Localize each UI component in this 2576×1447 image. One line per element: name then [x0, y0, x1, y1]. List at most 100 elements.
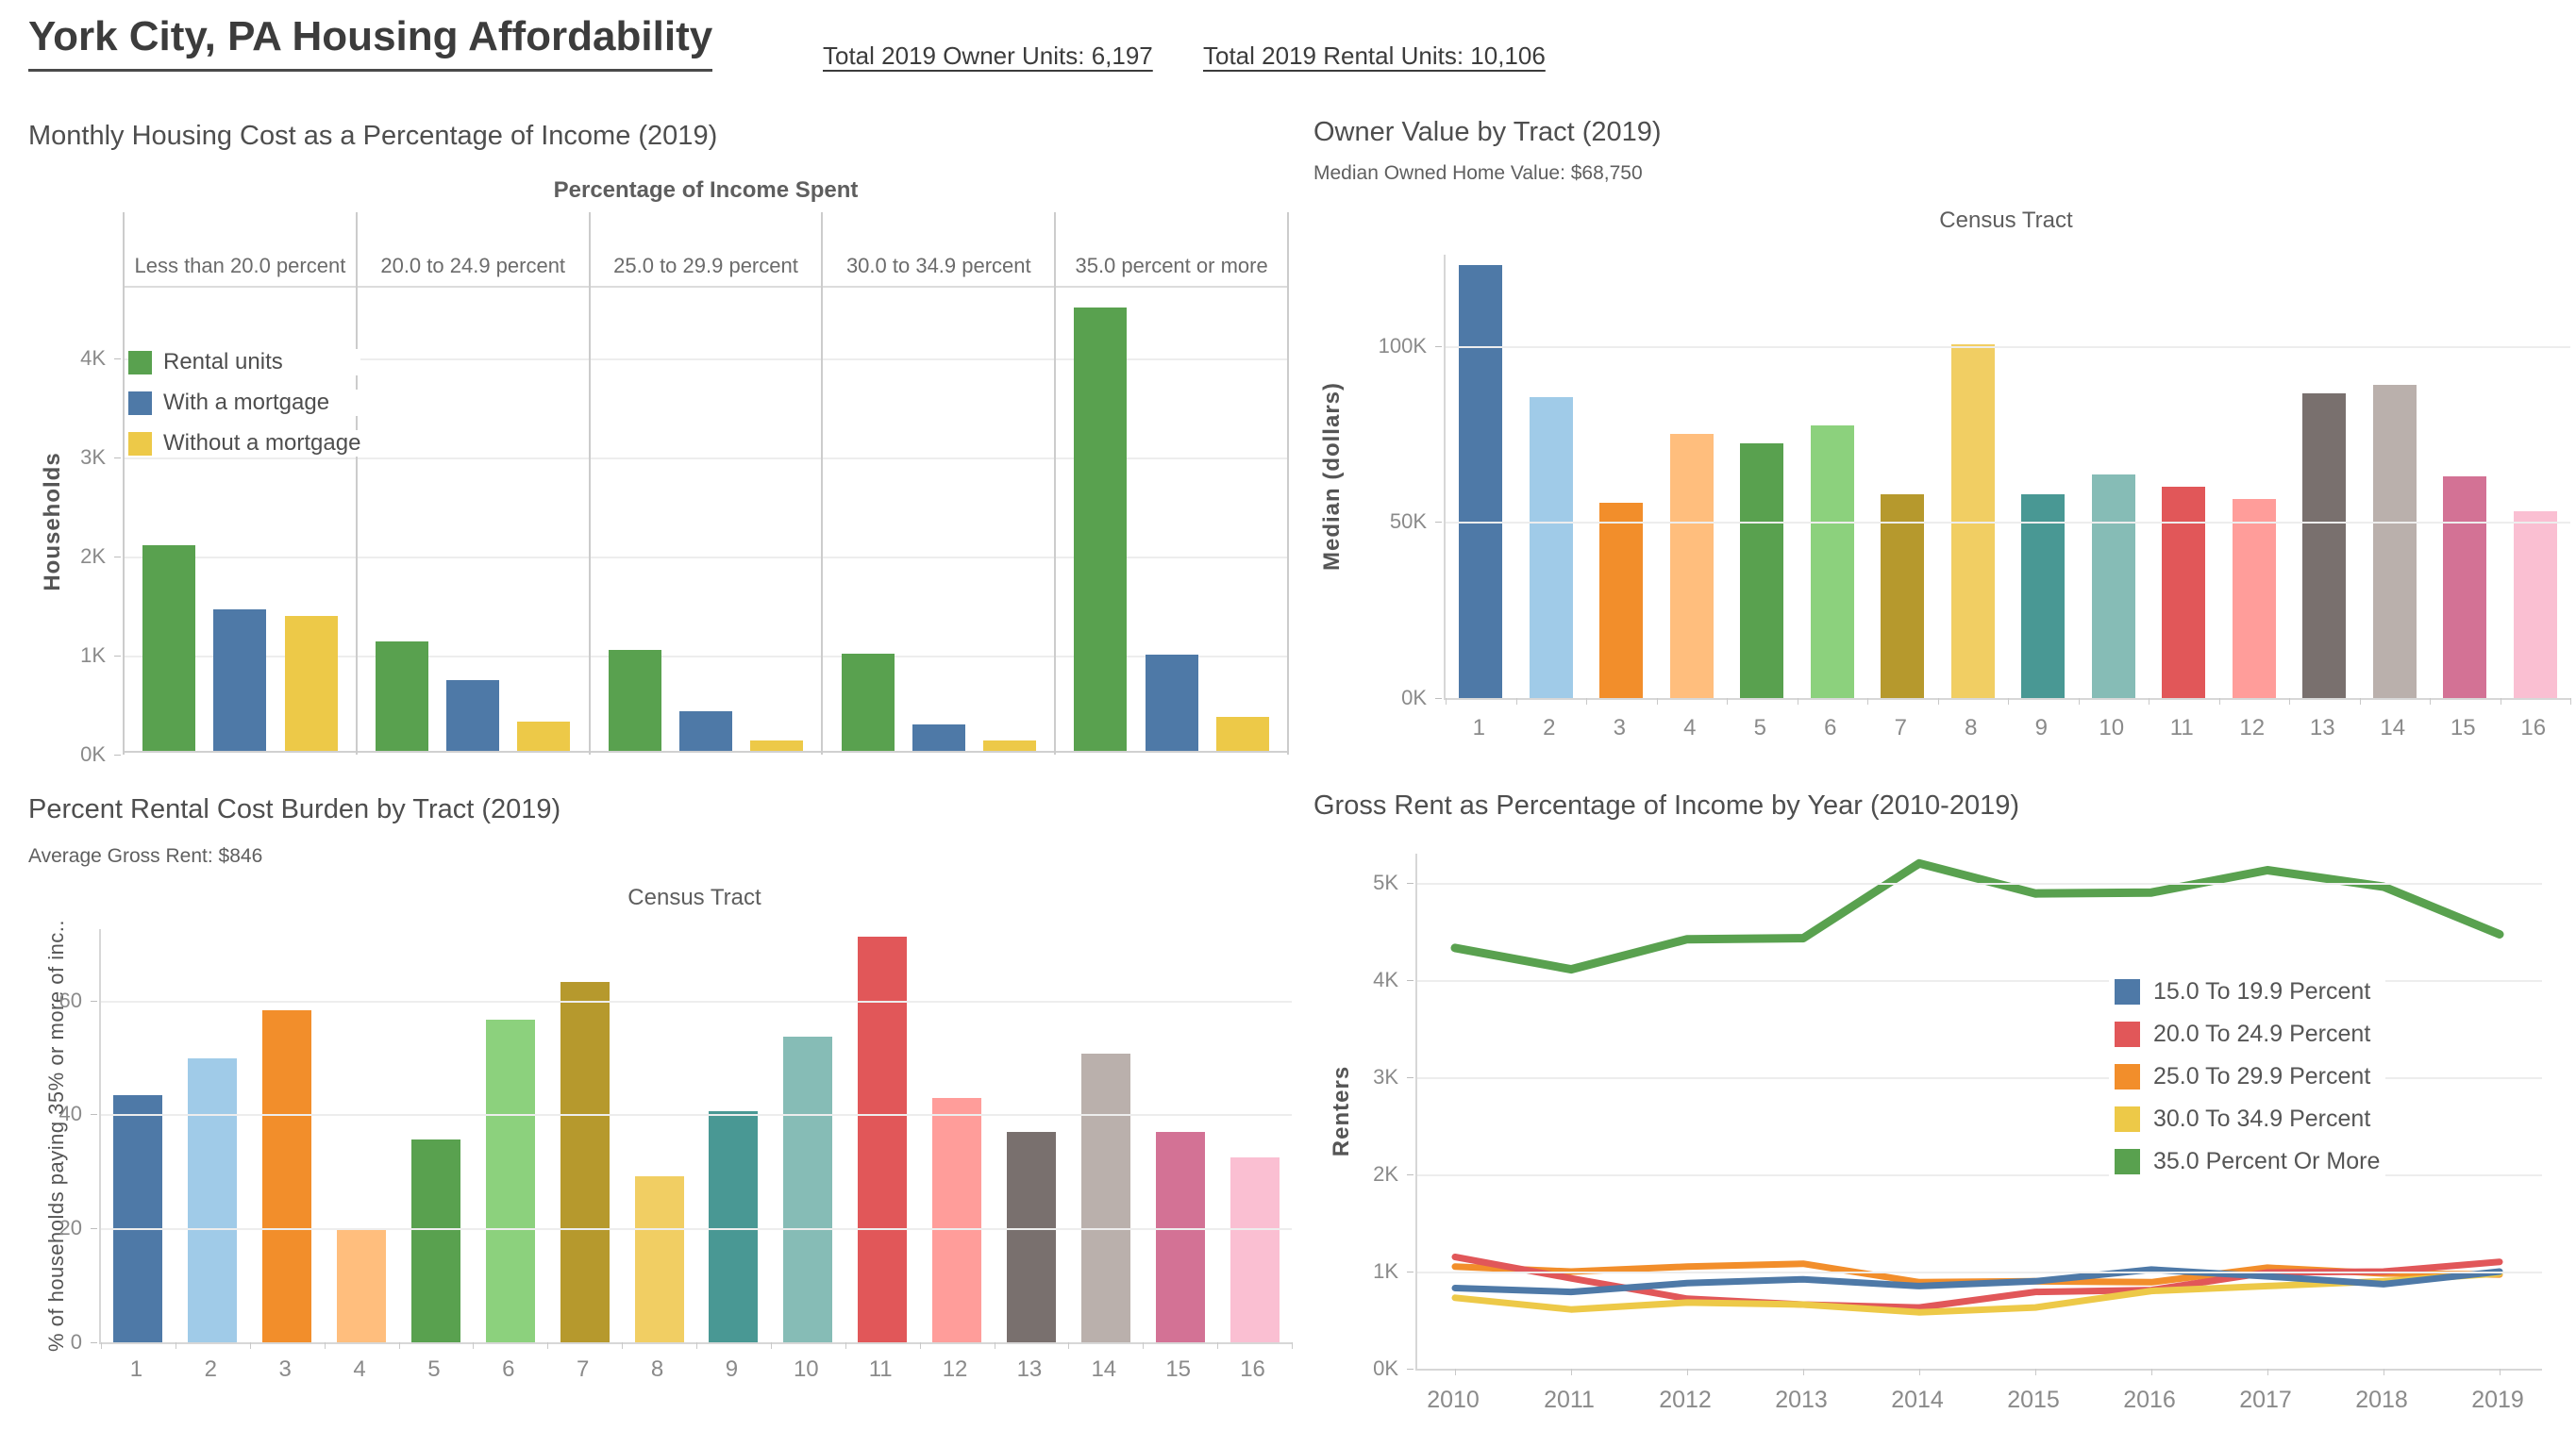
gridline: [123, 656, 1289, 658]
bar-rental-units[interactable]: [375, 640, 428, 751]
tract-bar-14[interactable]: [1080, 1053, 1130, 1342]
x-tick-label: 2: [1543, 715, 1556, 740]
x-tick-label: 9: [2034, 715, 2048, 740]
tract-bar-10[interactable]: [783, 1037, 833, 1342]
x-tick-mark: [1867, 698, 1868, 705]
bars: [1446, 255, 2570, 698]
x-tick-mark: [1446, 698, 1447, 705]
pane-body: [823, 288, 1055, 753]
tract-bar-10[interactable]: [2091, 474, 2135, 698]
bar-without-a-mortgage[interactable]: [517, 721, 571, 751]
bar-slot: [1798, 255, 1868, 698]
x-tick-label: 7: [1894, 715, 1907, 740]
bar-with-a-mortgage[interactable]: [1145, 655, 1198, 751]
line-15-0-to-19-9-percent[interactable]: [1451, 1266, 2503, 1296]
bar-without-a-mortgage[interactable]: [284, 616, 338, 751]
legend-item-30-34[interactable]: 30.0 To 34.9 Percent: [2115, 1106, 2381, 1133]
legend-item-15-19[interactable]: 15.0 To 19.9 Percent: [2115, 978, 2381, 1006]
chart-title: Gross Rent as Percentage of Income by Ye…: [1313, 790, 2019, 821]
bar-slot: [1217, 929, 1292, 1342]
tract-bar-7[interactable]: [560, 981, 610, 1342]
legend-item-rental-units[interactable]: Rental units: [128, 349, 361, 375]
legend-item-without-mortgage[interactable]: Without a mortgage: [128, 430, 361, 457]
bar-with-a-mortgage[interactable]: [912, 724, 965, 751]
tract-bar-13[interactable]: [2302, 393, 2347, 698]
tract-bar-13[interactable]: [1006, 1131, 1056, 1342]
bar-slot: [1516, 255, 1587, 698]
pct-20-24-swatch: [2115, 1022, 2140, 1047]
bar-without-a-mortgage[interactable]: [750, 740, 804, 751]
tract-bar-9[interactable]: [709, 1111, 759, 1342]
bar-without-a-mortgage[interactable]: [1215, 717, 1269, 751]
tract-bar-1[interactable]: [113, 1094, 163, 1342]
tract-bar-6[interactable]: [485, 1019, 535, 1342]
tract-bar-15[interactable]: [1155, 1132, 1205, 1342]
pane-body: [357, 288, 589, 753]
x-tick-label: 16: [2520, 715, 2547, 740]
tract-bar-4[interactable]: [1669, 434, 1714, 698]
bar-slot: [547, 929, 622, 1342]
tract-bar-1[interactable]: [1459, 265, 1503, 698]
tract-bar-3[interactable]: [1599, 503, 1644, 698]
pane-body: [125, 288, 356, 753]
legend-item-25-29[interactable]: 25.0 To 29.9 Percent: [2115, 1063, 2381, 1090]
x-tick-mark: [1803, 1369, 1804, 1375]
bar-rental-units[interactable]: [1074, 308, 1128, 751]
tract-bar-12[interactable]: [2232, 499, 2276, 698]
bar-with-a-mortgage[interactable]: [213, 609, 267, 751]
tract-bar-7[interactable]: [1881, 493, 1925, 698]
x-tick-label: 9: [725, 1356, 739, 1382]
income-pane: 20.0 to 24.9 percent: [355, 212, 589, 755]
chart-gross-rent-by-year: Gross Rent as Percentage of Income by Ye…: [1312, 783, 2576, 1447]
tract-bar-8[interactable]: [634, 1175, 684, 1342]
bar-slot: [1727, 255, 1798, 698]
legend-item-with-mortgage[interactable]: With a mortgage: [128, 390, 361, 416]
bar-rental-units[interactable]: [142, 544, 196, 751]
legend-label: Without a mortgage: [163, 430, 361, 456]
tract-bar-5[interactable]: [410, 1139, 460, 1342]
tract-bar-9[interactable]: [2021, 493, 2066, 698]
bar-with-a-mortgage[interactable]: [678, 711, 732, 751]
gridline: [101, 1000, 1292, 1003]
y-tick-mark: [1407, 1369, 1413, 1370]
tract-bar-5[interactable]: [1740, 442, 1784, 698]
y-tick-label: 1K: [80, 643, 106, 668]
bar-without-a-mortgage[interactable]: [982, 740, 1036, 751]
x-tick-label: 6: [502, 1356, 515, 1382]
x-tick-mark: [622, 1342, 624, 1349]
x-tick-mark: [249, 1342, 251, 1349]
tract-bar-4[interactable]: [337, 1228, 387, 1342]
chart-subtitle: Median Owned Home Value: $68,750: [1313, 162, 1643, 184]
x-tick-label: 11: [2169, 715, 2194, 740]
tract-bar-2[interactable]: [1529, 397, 1573, 698]
tract-bar-16[interactable]: [1229, 1156, 1280, 1342]
tract-bar-15[interactable]: [2443, 476, 2487, 698]
bar-slot: [1446, 255, 1516, 698]
line-35-0-percent-or-more[interactable]: [1450, 858, 2504, 974]
tract-bar-3[interactable]: [262, 1010, 312, 1342]
tract-bar-6[interactable]: [1810, 424, 1854, 698]
y-tick-mark: [1435, 522, 1442, 524]
tract-bar-16[interactable]: [2513, 511, 2557, 698]
line-30-0-to-34-9-percent[interactable]: [1451, 1270, 2503, 1316]
pane-body: [1056, 288, 1287, 753]
x-tick-mark: [1919, 1369, 1920, 1375]
bar-with-a-mortgage[interactable]: [446, 679, 500, 751]
tract-bar-11[interactable]: [2162, 487, 2206, 698]
chart-title: Owner Value by Tract (2019): [1313, 117, 1662, 147]
legend-item-35-more[interactable]: 35.0 Percent Or More: [2115, 1148, 2381, 1175]
tract-bar-11[interactable]: [858, 936, 908, 1342]
x-tick-label: 14: [2380, 715, 2406, 740]
bar-rental-units[interactable]: [841, 654, 895, 751]
without-mortgage-swatch: [128, 431, 152, 456]
y-axis-ticks: 0 20 40 60: [28, 929, 97, 1354]
category-header: 35.0 percent or more: [1056, 212, 1287, 288]
tract-bar-12[interactable]: [932, 1098, 982, 1342]
tract-bar-8[interactable]: [1950, 344, 1995, 698]
bar-rental-units[interactable]: [608, 650, 661, 751]
tract-bar-14[interactable]: [2372, 385, 2417, 698]
bar-slot: [101, 929, 176, 1342]
tract-bar-2[interactable]: [188, 1058, 238, 1342]
legend-item-20-24[interactable]: 20.0 To 24.9 Percent: [2115, 1021, 2381, 1048]
category-header: Less than 20.0 percent: [125, 212, 356, 288]
